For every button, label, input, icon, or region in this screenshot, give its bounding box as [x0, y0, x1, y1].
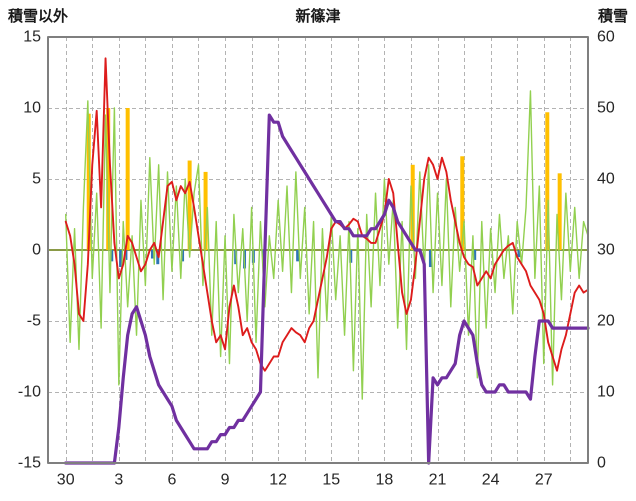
chart-title: 新篠津 — [295, 8, 341, 25]
right-axis-title: 積雪 — [597, 8, 628, 25]
left-axis-title: 積雪以外 — [8, 8, 69, 25]
